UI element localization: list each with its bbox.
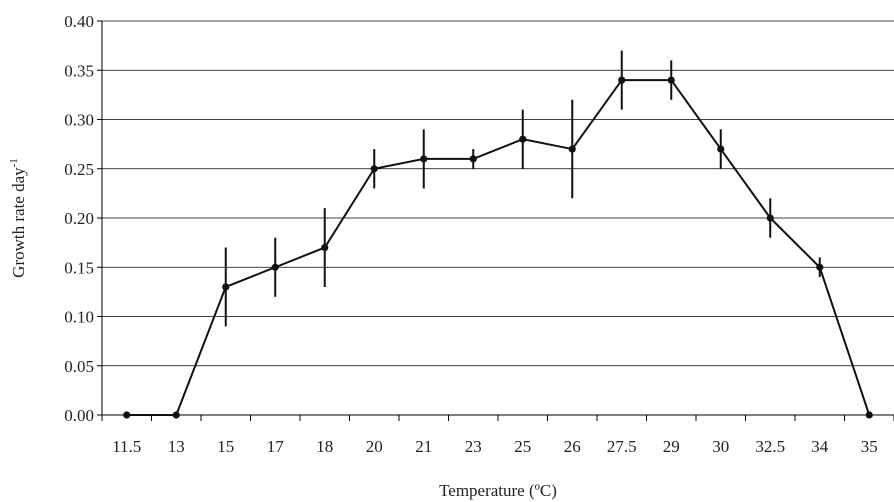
data-point-7 <box>469 155 477 163</box>
x-tick-label-8: 25 <box>514 437 531 456</box>
data-point-15 <box>865 411 873 419</box>
x-axis-title: Temperature (ºC) <box>439 481 557 500</box>
x-tick-label-11: 29 <box>663 437 680 456</box>
y-axis-title-text: Growth rate day <box>9 167 28 278</box>
y-tick-label-6: 0.30 <box>64 111 94 130</box>
data-point-11 <box>667 76 675 84</box>
y-axis-title-superscript: -1 <box>8 158 20 167</box>
data-point-5 <box>370 165 378 173</box>
data-point-2 <box>222 283 230 291</box>
y-tick-label-1: 0.05 <box>64 357 94 376</box>
data-point-3 <box>271 263 279 271</box>
x-tick-label-6: 21 <box>415 437 432 456</box>
x-tick-label-0: 11.5 <box>112 437 141 456</box>
y-tick-label-3: 0.15 <box>64 258 94 277</box>
data-point-13 <box>766 214 774 222</box>
data-point-6 <box>420 155 428 163</box>
y-tick-label-4: 0.20 <box>64 209 94 228</box>
data-point-1 <box>172 411 180 419</box>
y-tick-label-2: 0.10 <box>64 308 94 327</box>
x-tick-label-5: 20 <box>366 437 383 456</box>
x-tick-label-2: 15 <box>217 437 234 456</box>
x-tick-label-3: 17 <box>267 437 285 456</box>
x-tick-label-12: 30 <box>712 437 729 456</box>
y-axis-title: Growth rate day-1 <box>8 158 28 278</box>
x-tick-label-15: 35 <box>861 437 878 456</box>
x-tick-labels: 11.5 13 15 17 18 20 21 23 25 26 27.5 29 30 32.5 34 35 <box>112 437 878 456</box>
data-point-9 <box>568 145 576 153</box>
data-point-10 <box>618 76 626 84</box>
data-point-0 <box>123 411 131 419</box>
y-tick-label-0: 0.00 <box>64 406 94 425</box>
y-tick-label-5: 0.25 <box>64 160 94 179</box>
y-tick-label-8: 0.40 <box>64 12 94 31</box>
axes <box>97 20 894 421</box>
x-tick-label-9: 26 <box>564 437 581 456</box>
data-point-4 <box>321 243 329 252</box>
y-tick-label-7: 0.35 <box>64 61 94 80</box>
data-point-14 <box>816 263 824 271</box>
x-tick-label-14: 34 <box>811 437 829 456</box>
series-line-0 <box>126 79 871 416</box>
error-bars <box>224 50 821 327</box>
x-tick-label-7: 23 <box>465 437 482 456</box>
x-tick-label-4: 18 <box>316 437 333 456</box>
x-tick-label-13: 32.5 <box>755 437 785 456</box>
data-point-12 <box>717 145 725 153</box>
x-tick-label-10: 27.5 <box>607 437 637 456</box>
data-point-8 <box>519 135 527 143</box>
y-tick-labels: 0.00 0.05 0.10 0.15 0.20 0.25 0.30 0.35 0.40 <box>64 12 94 425</box>
x-tick-label-1: 13 <box>168 437 185 456</box>
gridlines <box>102 20 894 367</box>
data-series <box>123 76 873 419</box>
